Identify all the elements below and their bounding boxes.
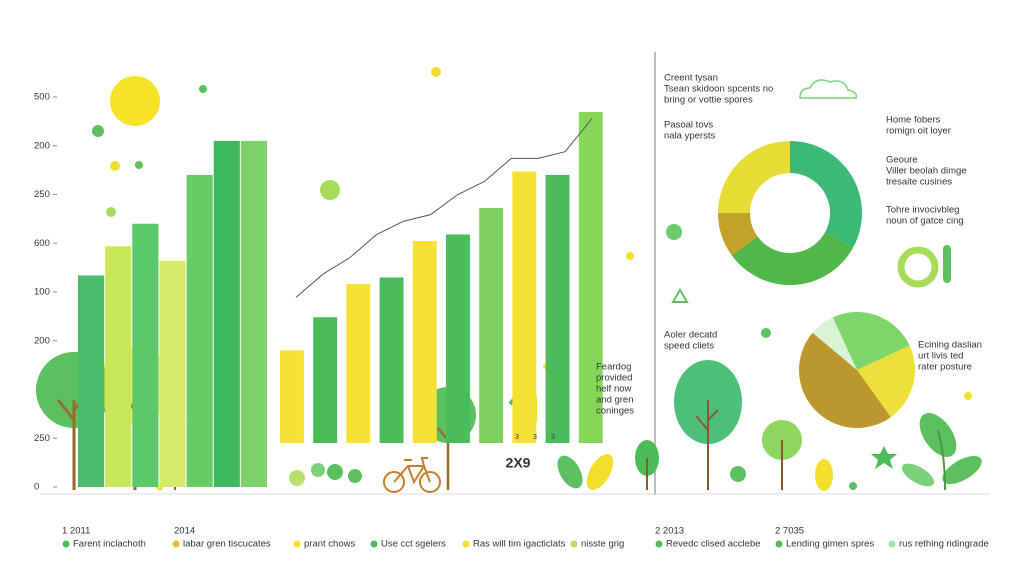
legend-dot [172,540,180,548]
legend-dot [370,540,378,548]
annotation: romign oit loyer [886,126,951,137]
annotation: Viller beolah dimge [886,166,967,177]
year-label: 2 7035 [775,526,804,537]
annotation: Aoler decatd [664,330,717,341]
bar [213,140,240,487]
bar [132,223,159,487]
legend-dot [462,540,470,548]
legend-label: rus rething ridingrade [899,539,989,550]
segment [718,213,758,256]
bar [412,241,437,443]
legend-label: Revedc clised acclebe [666,539,761,550]
y-tick-label: 0 [34,482,39,493]
bar [240,140,267,487]
arrow-label: 3 [551,434,555,441]
bar [78,275,105,487]
year-label: 2014 [174,526,195,537]
legend-label: prant chows [304,539,355,550]
legend-dot [775,540,783,548]
legend-label: Lending gimen spres [786,539,874,550]
y-tick-label: 250 [34,189,50,200]
y-tick-label: 600 [34,238,50,249]
year-label: 1 2011 [62,526,90,537]
annotation: provided [596,373,632,384]
legend-label: Ras will tim igacticlats [473,539,566,550]
annotation: rater posture [918,362,972,373]
charts: 500 200 250 600 100 200 250 0 Creent tysanTsean … [34,73,989,550]
bar [313,317,338,443]
segment [718,141,790,213]
segment [731,232,854,285]
y-tick-label: 200 [34,140,50,151]
legend-label: Use cct sgelers [381,539,446,550]
annotation: urt livis ted [918,351,963,362]
legend-dot [655,540,663,548]
badge: 2X9 [506,455,531,471]
segment [857,345,915,418]
annotation: Ecining daslian [918,340,982,351]
bar [578,112,603,443]
legend-label: Farent inclachoth [73,539,146,550]
annotation: Tohre invocivbleg [886,205,959,216]
bar [346,284,371,443]
y-tick-label: 100 [34,287,50,298]
annotation: coninges [596,406,634,417]
segment [790,141,862,248]
arrow-label: 3 [533,434,537,441]
bar [479,207,504,443]
bar [105,246,132,487]
legend-dot [888,540,896,548]
annotation: Creent tysan [664,73,718,84]
bar [446,234,470,443]
annotation: Tsean skidoon spcents no [664,84,773,95]
segment [798,332,891,429]
annotation: tresaite cusines [886,177,952,188]
legend-dot [293,540,301,548]
legend-dot [62,540,70,548]
annotation: bring or vottie spores [664,95,753,106]
bar [379,277,404,443]
year-label: 2 2013 [655,526,684,537]
bar [159,260,186,487]
bar [545,174,570,443]
legend-label: nisste grig [581,539,624,550]
legend-label: labar gren tiscucates [183,539,271,550]
annotation: Feardog [596,362,631,373]
y-tick-label: 200 [34,335,50,346]
arrow-label: 3 [515,434,519,441]
annotation: speed cliets [664,341,714,352]
y-tick-label: 250 [34,433,50,444]
annotation: Home fobers [886,115,941,126]
annotation: nala ypersts [664,131,715,142]
bar [512,171,537,443]
segment [832,312,910,370]
trend-line [295,118,593,298]
y-tick-label: 500 [34,92,50,103]
annotation: and gren [596,395,634,406]
annotation: helf now [596,384,632,395]
bar [280,350,304,443]
legend-dot [570,540,578,548]
bar [186,175,213,487]
segment [812,317,857,370]
annotation: Pasoal tovs [664,120,713,131]
annotation: Geoure [886,155,918,166]
annotation: noun of gatce cing [886,216,964,227]
